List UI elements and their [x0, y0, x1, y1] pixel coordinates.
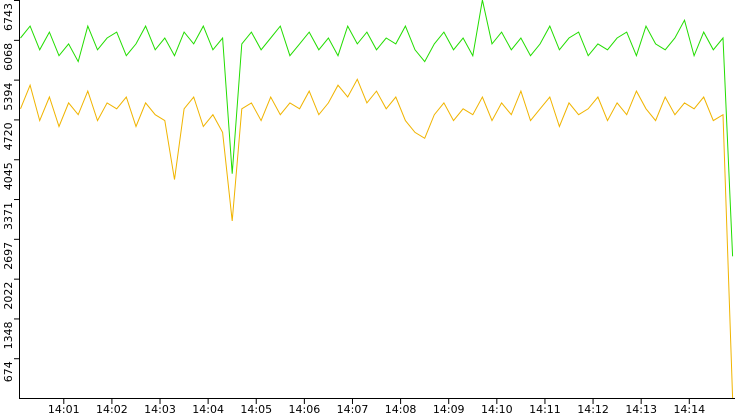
y-tick-label: 3371 — [2, 202, 15, 230]
y-tick-label: 674 — [2, 361, 15, 382]
x-tick-label: 14:07 — [337, 403, 369, 415]
x-tick-label: 14:03 — [144, 403, 176, 415]
y-tick-label: 1348 — [2, 321, 15, 349]
x-tick-label: 14:06 — [289, 403, 321, 415]
x-tick-label: 14:08 — [385, 403, 417, 415]
y-tick-label: 6743 — [2, 3, 15, 31]
y-tick-label: 4045 — [2, 162, 15, 190]
x-tick-label: 14:09 — [433, 403, 465, 415]
y-tick-label: 2697 — [2, 242, 15, 270]
y-tick-label: 2022 — [2, 282, 15, 310]
x-tick-label: 14:05 — [240, 403, 272, 415]
y-tick-label: 6068 — [2, 43, 15, 71]
series-line — [20, 0, 734, 257]
x-tick-label: 14:04 — [192, 403, 224, 415]
x-tick-label: 14:01 — [48, 403, 80, 415]
y-tick-label: 4720 — [2, 122, 15, 150]
y-tick-label: 5394 — [2, 83, 15, 111]
x-tick-label: 14:10 — [481, 403, 513, 415]
x-tick-label: 14:14 — [673, 403, 705, 415]
x-tick-label: 14:13 — [625, 403, 657, 415]
x-tick-label: 14:12 — [577, 403, 609, 415]
series-line — [20, 78, 734, 399]
x-tick-label: 14:02 — [96, 403, 128, 415]
x-tick-label: 14:11 — [529, 403, 561, 415]
